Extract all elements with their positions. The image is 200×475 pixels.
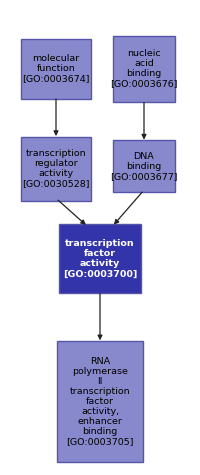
FancyBboxPatch shape xyxy=(59,224,141,293)
Text: transcription
factor
activity
[GO:0003700]: transcription factor activity [GO:000370… xyxy=(63,239,137,278)
FancyBboxPatch shape xyxy=(21,137,91,200)
Text: nucleic
acid
binding
[GO:0003676]: nucleic acid binding [GO:0003676] xyxy=(110,49,178,88)
FancyBboxPatch shape xyxy=(113,140,175,192)
Text: transcription
regulator
activity
[GO:0030528]: transcription regulator activity [GO:003… xyxy=(22,149,90,188)
FancyBboxPatch shape xyxy=(57,341,143,462)
Text: DNA
binding
[GO:0003677]: DNA binding [GO:0003677] xyxy=(110,152,178,181)
Text: RNA
polymerase
II
transcription
factor
activity,
enhancer
binding
[GO:0003705]: RNA polymerase II transcription factor a… xyxy=(66,357,134,446)
FancyBboxPatch shape xyxy=(21,39,91,99)
Text: molecular
function
[GO:0003674]: molecular function [GO:0003674] xyxy=(22,54,90,84)
FancyBboxPatch shape xyxy=(113,36,175,102)
